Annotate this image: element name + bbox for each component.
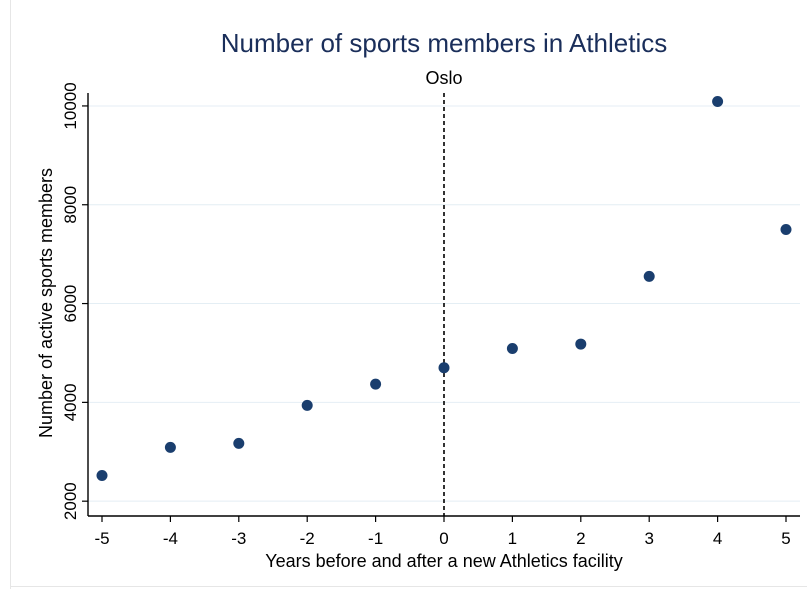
x-tick-label: -5 bbox=[94, 529, 109, 548]
x-tick-label: 0 bbox=[439, 529, 448, 548]
data-point bbox=[96, 469, 108, 481]
data-point bbox=[438, 362, 450, 374]
y-tick-label: 6000 bbox=[61, 285, 80, 323]
x-axis-label: Years before and after a new Athletics f… bbox=[265, 551, 623, 571]
frame-left-rule bbox=[10, 0, 11, 589]
x-tick-label: 5 bbox=[781, 529, 790, 548]
axes: 2000 4000 6000 8000 10000 -5 -4 -3 -2 -1 0 1 2 3 4 5 bbox=[61, 82, 800, 548]
data-point bbox=[506, 343, 518, 355]
x-tick-label: -4 bbox=[163, 529, 178, 548]
data-point bbox=[233, 437, 245, 449]
frame-bottom-rule bbox=[10, 586, 807, 587]
x-tick-label: 4 bbox=[713, 529, 722, 548]
x-tick-label: 1 bbox=[508, 529, 517, 548]
data-point bbox=[164, 441, 176, 453]
y-tick-label: 4000 bbox=[61, 383, 80, 421]
x-tick-label: 3 bbox=[644, 529, 653, 548]
x-tick-label: -1 bbox=[368, 529, 383, 548]
x-tick-label: -2 bbox=[300, 529, 315, 548]
data-point bbox=[301, 399, 313, 411]
data-point bbox=[712, 95, 724, 107]
data-points bbox=[96, 95, 792, 481]
data-point bbox=[370, 378, 382, 390]
data-point bbox=[780, 223, 792, 235]
x-tick-label: 2 bbox=[576, 529, 585, 548]
chart-subtitle: Oslo bbox=[425, 68, 462, 88]
x-tick-label: -3 bbox=[231, 529, 246, 548]
y-axis-label: Number of active sports members bbox=[36, 168, 56, 438]
data-point bbox=[575, 338, 587, 350]
y-tick-label: 2000 bbox=[61, 482, 80, 520]
chart-title: Number of sports members in Athletics bbox=[221, 28, 668, 58]
y-tick-label: 10000 bbox=[61, 82, 80, 129]
data-point bbox=[643, 270, 655, 282]
y-tick-label: 8000 bbox=[61, 186, 80, 224]
